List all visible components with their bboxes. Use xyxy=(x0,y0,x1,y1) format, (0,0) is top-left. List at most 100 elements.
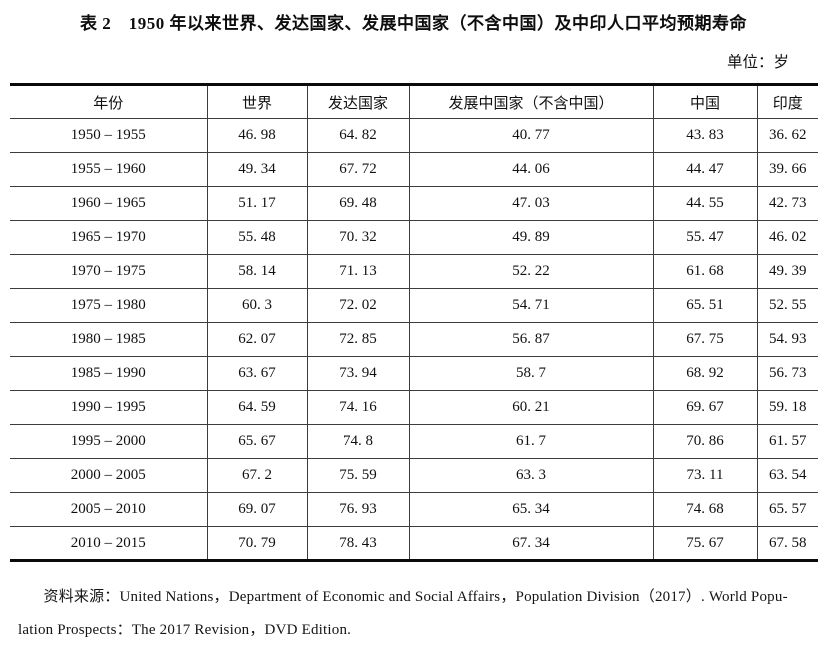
value-cell: 72. 85 xyxy=(306,322,409,357)
year-range-cell: 1955 – 1960 xyxy=(10,152,207,187)
value-cell: 63. 67 xyxy=(206,356,307,391)
year-range-cell: 1960 – 1965 xyxy=(10,186,207,221)
value-cell: 74. 8 xyxy=(306,424,409,459)
value-cell: 49. 89 xyxy=(408,220,653,255)
value-cell: 74. 68 xyxy=(652,492,757,527)
column-header: 发展中国家（不含中国） xyxy=(408,84,653,119)
value-cell: 44. 55 xyxy=(652,186,757,221)
life-expectancy-table: 年份 世界 发达国家 发展中国家（不含中国） 中国 印度 1950 – 1955 46. 9… xyxy=(10,83,818,562)
value-cell: 62. 07 xyxy=(206,322,307,357)
value-cell: 65. 67 xyxy=(206,424,307,459)
table-row: 2005 – 2010 69. 07 76. 93 65. 34 74. 68 65. 5… xyxy=(10,492,818,527)
year-range-cell: 1980 – 1985 xyxy=(10,322,207,357)
value-cell: 64. 82 xyxy=(306,118,409,153)
value-cell: 63. 54 xyxy=(756,458,818,493)
table-row: 1980 – 1985 62. 07 72. 85 56. 87 67. 75 54. 9… xyxy=(10,322,818,357)
column-header: 中国 xyxy=(652,84,757,119)
table-row: 1960 – 1965 51. 17 69. 48 47. 03 44. 55 42. 7… xyxy=(10,186,818,221)
value-cell: 63. 3 xyxy=(408,458,653,493)
value-cell: 39. 66 xyxy=(756,152,818,187)
value-cell: 67. 34 xyxy=(408,526,653,561)
year-range-cell: 2005 – 2010 xyxy=(10,492,207,527)
value-cell: 67. 58 xyxy=(756,526,818,561)
value-cell: 49. 39 xyxy=(756,254,818,289)
value-cell: 61. 7 xyxy=(408,424,653,459)
value-cell: 47. 03 xyxy=(408,186,653,221)
value-cell: 65. 51 xyxy=(652,288,757,323)
value-cell: 56. 87 xyxy=(408,322,653,357)
value-cell: 51. 17 xyxy=(206,186,307,221)
table-row: 1965 – 1970 55. 48 70. 32 49. 89 55. 47 46. 0… xyxy=(10,220,818,255)
value-cell: 65. 34 xyxy=(408,492,653,527)
year-range-cell: 1965 – 1970 xyxy=(10,220,207,255)
value-cell: 69. 07 xyxy=(206,492,307,527)
table-header-row: 年份 世界 发达国家 发展中国家（不含中国） 中国 印度 xyxy=(10,84,818,119)
value-cell: 44. 06 xyxy=(408,152,653,187)
source-line-2: lation Prospects：The 2017 Revision，DVD E… xyxy=(18,622,352,638)
value-cell: 69. 67 xyxy=(652,390,757,425)
value-cell: 36. 62 xyxy=(756,118,818,153)
table-row: 1955 – 1960 49. 34 67. 72 44. 06 44. 47 39. 6… xyxy=(10,152,818,187)
unit-label: 单位：岁 xyxy=(726,54,789,71)
value-cell: 54. 93 xyxy=(756,322,818,357)
table-row: 1990 – 1995 64. 59 74. 16 60. 21 69. 67 59. 1… xyxy=(10,390,818,425)
column-header: 印度 xyxy=(756,84,818,119)
value-cell: 60. 21 xyxy=(408,390,653,425)
value-cell: 61. 68 xyxy=(652,254,757,289)
value-cell: 46. 02 xyxy=(756,220,818,255)
value-cell: 69. 48 xyxy=(306,186,409,221)
source-note: 资料来源：United Nations，Department of Econom… xyxy=(18,585,811,639)
value-cell: 67. 2 xyxy=(206,458,307,493)
value-cell: 59. 18 xyxy=(756,390,818,425)
year-range-cell: 1990 – 1995 xyxy=(10,390,207,425)
value-cell: 76. 93 xyxy=(306,492,409,527)
value-cell: 67. 72 xyxy=(306,152,409,187)
value-cell: 54. 71 xyxy=(408,288,653,323)
value-cell: 42. 73 xyxy=(756,186,818,221)
year-range-cell: 1970 – 1975 xyxy=(10,254,207,289)
table-row: 1995 – 2000 65. 67 74. 8 61. 7 70. 86 61. 57 xyxy=(10,424,818,459)
table-row: 1970 – 1975 58. 14 71. 13 52. 22 61. 68 49. 3… xyxy=(10,254,818,289)
table-body: 1950 – 1955 46. 98 64. 82 40. 77 43. 83 36. 6… xyxy=(10,118,818,561)
value-cell: 67. 75 xyxy=(652,322,757,357)
value-cell: 75. 67 xyxy=(652,526,757,561)
year-range-cell: 1950 – 1955 xyxy=(10,118,207,153)
column-header: 世界 xyxy=(206,84,307,119)
value-cell: 46. 98 xyxy=(206,118,307,153)
column-header: 发达国家 xyxy=(306,84,409,119)
value-cell: 61. 57 xyxy=(756,424,818,459)
year-range-cell: 2010 – 2015 xyxy=(10,526,207,561)
table-row: 1950 – 1955 46. 98 64. 82 40. 77 43. 83 36. 6… xyxy=(10,118,818,153)
value-cell: 68. 92 xyxy=(652,356,757,391)
value-cell: 73. 11 xyxy=(652,458,757,493)
year-range-cell: 1975 – 1980 xyxy=(10,288,207,323)
year-range-cell: 2000 – 2005 xyxy=(10,458,207,493)
value-cell: 58. 14 xyxy=(206,254,307,289)
value-cell: 70. 79 xyxy=(206,526,307,561)
value-cell: 56. 73 xyxy=(756,356,818,391)
value-cell: 52. 55 xyxy=(756,288,818,323)
value-cell: 55. 47 xyxy=(652,220,757,255)
table-row: 2010 – 2015 70. 79 78. 43 67. 34 75. 67 67. 5… xyxy=(10,526,818,561)
year-range-cell: 1995 – 2000 xyxy=(10,424,207,459)
value-cell: 60. 3 xyxy=(206,288,307,323)
value-cell: 70. 86 xyxy=(652,424,757,459)
value-cell: 55. 48 xyxy=(206,220,307,255)
value-cell: 58. 7 xyxy=(408,356,653,391)
value-cell: 64. 59 xyxy=(206,390,307,425)
value-cell: 44. 47 xyxy=(652,152,757,187)
table-row: 1975 – 1980 60. 3 72. 02 54. 71 65. 51 52. 55 xyxy=(10,288,818,323)
table-row: 2000 – 2005 67. 2 75. 59 63. 3 73. 11 63. 54 xyxy=(10,458,818,493)
table-row: 1985 – 1990 63. 67 73. 94 58. 7 68. 92 56. 73 xyxy=(10,356,818,391)
value-cell: 73. 94 xyxy=(306,356,409,391)
value-cell: 75. 59 xyxy=(306,458,409,493)
value-cell: 52. 22 xyxy=(408,254,653,289)
value-cell: 70. 32 xyxy=(306,220,409,255)
value-cell: 74. 16 xyxy=(306,390,409,425)
value-cell: 65. 57 xyxy=(756,492,818,527)
table-title: 表 2 1950 年以来世界、发达国家、发展中国家（不含中国）及中印人口平均预期… xyxy=(80,14,747,33)
value-cell: 43. 83 xyxy=(652,118,757,153)
value-cell: 78. 43 xyxy=(306,526,409,561)
value-cell: 40. 77 xyxy=(408,118,653,153)
